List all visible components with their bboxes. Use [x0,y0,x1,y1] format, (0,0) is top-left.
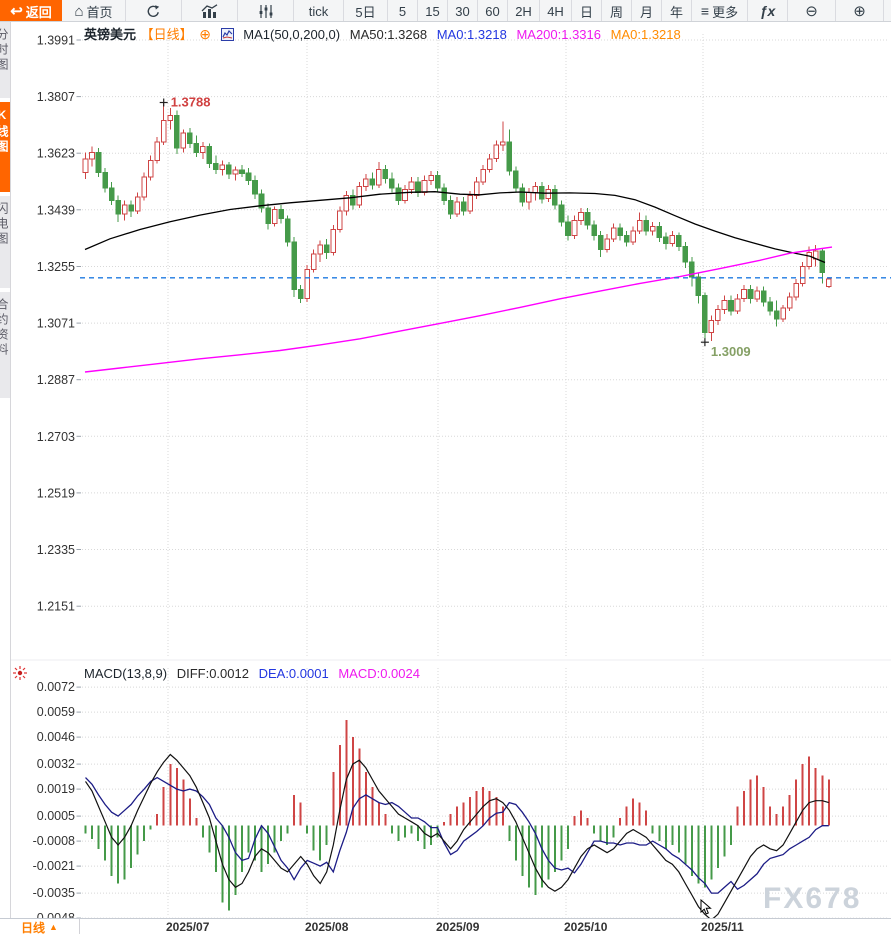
ma200-value: MA200:1.3316 [516,27,602,42]
x-axis-month-label: 2025/08 [305,920,349,934]
svg-text:-0.0021: -0.0021 [33,859,75,873]
toolbar-zoom-in-button[interactable]: ⊕ [836,0,884,21]
candlestick-sliders-icon [259,4,272,18]
toolbar-interval-month-button[interactable]: 月 [632,0,662,21]
ma-config: MA1(50,0,200,0) [243,27,341,42]
toolbar-interval-year-button[interactable]: 年 [662,0,692,21]
svg-text:-0.0035: -0.0035 [33,886,75,900]
ma0-blue-value: MA0:1.3218 [436,27,507,42]
toolbar-draw-button[interactable] [884,0,891,21]
dea-value: DEA:0.0001 [258,666,329,681]
x-axis-row: 日线 ▲ 2025/07 2025/08 2025/09 2025/10 2025/11 [0,918,891,934]
low-label: 1.3009 [711,344,751,359]
toolbar-indicator-fx-button[interactable]: ƒx [748,0,788,21]
pane-period-label: 日线 [21,920,46,934]
svg-text:0.0059: 0.0059 [37,705,75,719]
toolbar-home-button[interactable]: ⌂ 首页 [62,0,126,21]
zoom-out-icon: ⊖ [805,2,818,20]
bar-chart-icon [201,3,217,18]
toolbar-interval-2h-button[interactable]: 2H [508,0,540,21]
toolbar-range-5d-button[interactable]: 5日 [344,0,388,21]
sidebar-tab-2[interactable]: K线图 [0,102,10,192]
svg-text:1.3623: 1.3623 [37,147,75,161]
chart-thumbnail-icon [220,28,234,44]
svg-text:1.2703: 1.2703 [37,430,75,444]
high-label: 1.3788 [171,95,211,110]
macd-config: MACD(13,8,9) [84,666,168,681]
toolbar-chart-type-bar-button[interactable] [182,0,238,21]
svg-text:1.2887: 1.2887 [37,373,75,387]
sidebar-tab-1[interactable]: 分时图 [0,22,10,98]
svg-text:0.0032: 0.0032 [37,757,75,771]
expand-indicator-icon[interactable]: ⊕ [199,26,212,42]
ma50-line [84,191,826,264]
sidebar-tab-4[interactable]: 合约资料 [0,292,10,398]
toolbar-more-button[interactable]: ≡ 更多 [692,0,748,21]
watermark: FX678 [763,882,861,915]
ma50-value: MA50:1.3268 [349,27,428,42]
toolbar-tick-button[interactable]: tick [294,0,344,21]
svg-text:1.2151: 1.2151 [37,600,75,614]
macd-header: MACD(13,8,9) DIFF:0.0012 DEA:0.0001 MACD… [84,666,426,681]
symbol-name: 英镑美元 [84,27,137,42]
dea-line [85,776,829,894]
toolbar-interval-15-button[interactable]: 15 [418,0,448,21]
toolbar-refresh-button[interactable] [126,0,182,21]
toolbar-interval-4h-button[interactable]: 4H [540,0,572,21]
sidebar-tabs: 分时图 K线图闪电图合约资料 [0,22,11,918]
svg-text:0.0072: 0.0072 [37,680,75,694]
indicator-settings-icon[interactable] [12,665,28,686]
svg-text:1.3439: 1.3439 [37,203,75,217]
svg-text:1.3255: 1.3255 [37,260,75,274]
period-label: 【日线】 [140,27,193,42]
sidebar-tab-3[interactable]: 闪电图 [0,196,10,288]
macd-value: MACD:0.0024 [338,666,420,681]
back-arrow-icon: ↩ [10,2,23,20]
refresh-icon [147,4,160,17]
svg-text:-0.0008: -0.0008 [33,834,75,848]
home-icon: ⌂ [74,2,84,20]
zoom-in-icon: ⊕ [853,2,866,20]
low-marker [700,338,709,347]
svg-text:1.3071: 1.3071 [37,317,75,331]
toolbar-interval-60-button[interactable]: 60 [478,0,508,21]
svg-text:1.2519: 1.2519 [37,486,75,500]
svg-text:1.3807: 1.3807 [37,90,75,104]
toolbar-interval-30-button[interactable]: 30 [448,0,478,21]
menu-icon: ≡ [700,2,710,19]
toolbar: ↩ 返回 ⌂ 首页 tick 5日 5 15 30 60 2H 4H 日周月年 ≡ 更多 ƒx ⊖ ⊕ [0,0,891,22]
x-axis-month-label: 2025/07 [166,920,210,934]
ma200-line [84,246,833,373]
svg-text:1.3991: 1.3991 [37,34,75,48]
diff-value: DIFF:0.0012 [176,666,249,681]
toolbar-zoom-out-button[interactable]: ⊖ [788,0,836,21]
triangle-up-icon: ▲ [49,922,58,932]
toolbar-interval-week-button[interactable]: 周 [602,0,632,21]
chart-header: 英镑美元 【日线】 ⊕ MA1(50,0,200,0) MA50:1.3268 … [84,24,687,44]
svg-text:0.0046: 0.0046 [37,730,75,744]
macd-histogram [84,719,830,911]
toolbar-back-button[interactable]: ↩ 返回 [0,0,62,21]
x-axis-month-label: 2025/11 [701,920,744,934]
toolbar-interval-5-button[interactable]: 5 [388,0,418,21]
x-axis-month-label: 2025/09 [436,920,480,934]
toolbar-chart-style-sliders-button[interactable] [238,0,294,21]
x-axis-month-label: 2025/10 [564,920,608,934]
svg-text:1.2335: 1.2335 [37,543,75,557]
svg-text:0.0005: 0.0005 [37,809,75,823]
high-marker [159,98,168,107]
candles [82,102,832,343]
ma0-orange-value: MA0:1.3218 [610,27,681,42]
toolbar-interval-day-button[interactable]: 日 [572,0,602,21]
pane-period-selector[interactable]: 日线 ▲ [0,919,80,934]
diff-line [85,753,829,921]
mouse-cursor [700,898,712,915]
svg-text:0.0019: 0.0019 [37,782,75,796]
